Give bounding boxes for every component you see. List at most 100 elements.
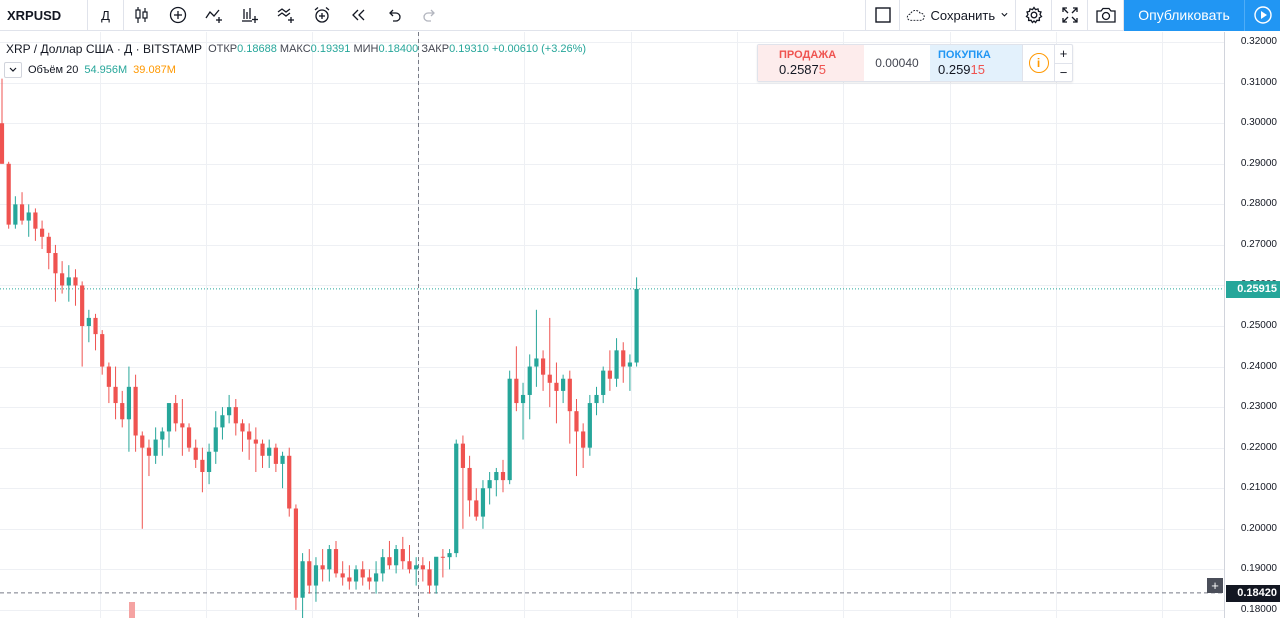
chevron-down-icon[interactable]: [1000, 10, 1009, 20]
candle: [46, 232, 51, 270]
alert-button[interactable]: [304, 0, 340, 31]
crosshair-plus-button[interactable]: +: [1207, 578, 1223, 593]
candle: [540, 350, 546, 391]
high-label: МАКС: [279, 43, 311, 55]
candle: [547, 317, 552, 408]
legend-ohlc: ОТКР0.18688 МАКС0.19391 МИН0.18400 ЗАКР0…: [208, 43, 586, 55]
candle: [93, 313, 98, 351]
chart-style-button[interactable]: [124, 0, 160, 31]
candle-body: [93, 317, 98, 335]
candle-body: [60, 273, 65, 286]
square-icon: [874, 7, 891, 23]
candle: [273, 443, 278, 473]
undo-icon: [389, 9, 401, 22]
series-legend: XRP / Доллар США · Д · BITSTAMP ОТКР0.18…: [6, 42, 586, 56]
sell-label: ПРОДАЖА: [779, 49, 837, 61]
candle-body: [507, 378, 512, 481]
candle-body: [480, 488, 486, 517]
expand-icon: [1061, 7, 1078, 23]
redo-button[interactable]: [412, 0, 448, 31]
financials-button[interactable]: [232, 0, 268, 31]
price-tick-label: 0.28000: [1240, 198, 1277, 210]
candle: [407, 545, 412, 574]
sell-button[interactable]: ПРОДАЖА 0.25875: [758, 45, 864, 81]
candle: [380, 549, 385, 582]
candle: [561, 374, 566, 404]
candle: [247, 423, 252, 460]
sell-price: 0.25875: [779, 62, 826, 77]
indicator-wave-icon: [205, 9, 222, 23]
chart-pane[interactable]: [0, 32, 1224, 618]
candle: [80, 281, 85, 367]
candle-body: [380, 557, 385, 574]
candle: [166, 403, 172, 448]
indicators-button[interactable]: [196, 0, 232, 31]
candle: [601, 366, 606, 404]
snapshot-button[interactable]: [1088, 0, 1124, 31]
candle: [460, 435, 466, 529]
candle: [227, 394, 232, 424]
buy-button[interactable]: ПОКУПКА 0.25915: [930, 45, 1022, 81]
candle: [267, 439, 272, 468]
buy-price: 0.25915: [938, 62, 986, 77]
publish-button[interactable]: Опубликовать: [1124, 0, 1244, 31]
stream-button[interactable]: [1244, 0, 1280, 31]
candle-body: [467, 467, 472, 501]
high-value: 0.19391: [310, 43, 351, 55]
template-waves-icon: [277, 8, 294, 23]
candle-body: [353, 569, 359, 582]
candle: [487, 472, 492, 505]
settings-button[interactable]: [1016, 0, 1052, 31]
candle: [614, 338, 619, 387]
candle-body: [39, 228, 45, 237]
price-axis[interactable]: 0.32000 0.31000 0.30000 0.29000 0.28000 0.270…: [1224, 32, 1280, 618]
symbol-search-button[interactable]: XRPUSD: [0, 0, 88, 31]
interval-button[interactable]: Д: [88, 0, 124, 31]
candlestick-chart[interactable]: [0, 32, 1224, 618]
compare-button[interactable]: [160, 0, 196, 31]
replay-button[interactable]: [340, 0, 376, 31]
candle: [347, 565, 352, 590]
candle-body: [594, 394, 599, 404]
candle-body: [133, 386, 138, 436]
candle: [100, 330, 105, 375]
fullscreen-button[interactable]: [1052, 0, 1088, 31]
candle: [280, 451, 285, 489]
candle: [520, 382, 526, 440]
price-tick-label: 0.31000: [1240, 76, 1277, 88]
candle: [253, 427, 258, 473]
candle-body: [273, 447, 278, 464]
candle: [333, 540, 339, 578]
buy-label: ПОКУПКА: [938, 49, 991, 61]
candle: [360, 561, 365, 586]
candle: [454, 439, 459, 558]
save-button[interactable]: Сохранить: [900, 0, 1016, 31]
plus-button[interactable]: +: [1055, 45, 1072, 64]
candle-body: [514, 378, 519, 404]
toolbar-spacer: [448, 0, 866, 31]
candle-body: [474, 500, 479, 517]
candle-body: [253, 439, 258, 444]
candle-body: [440, 556, 445, 558]
candle: [86, 309, 91, 343]
candle-body: [153, 439, 158, 456]
volume-name: Объём 20: [28, 64, 79, 76]
layout-button[interactable]: [866, 0, 900, 31]
collapse-legend-button[interactable]: [4, 62, 22, 78]
last-price-tag: 0.25915: [1226, 280, 1280, 298]
undo-button[interactable]: [376, 0, 412, 31]
candle: [193, 439, 198, 468]
price-tick-label: 0.20000: [1240, 522, 1277, 534]
minus-button[interactable]: −: [1059, 64, 1068, 80]
candle-body: [307, 561, 312, 586]
low-value: 0.18400: [378, 43, 419, 55]
candle-body: [140, 435, 145, 448]
candle: [186, 423, 192, 452]
candle: [353, 565, 359, 590]
play-circle-icon: [1253, 6, 1272, 24]
templates-button[interactable]: [268, 0, 304, 31]
info-button[interactable]: i: [1022, 45, 1054, 81]
candle-body: [53, 253, 58, 274]
change-value: +0.00610 (+3.26%): [491, 43, 587, 55]
redo-icon: [423, 9, 435, 22]
